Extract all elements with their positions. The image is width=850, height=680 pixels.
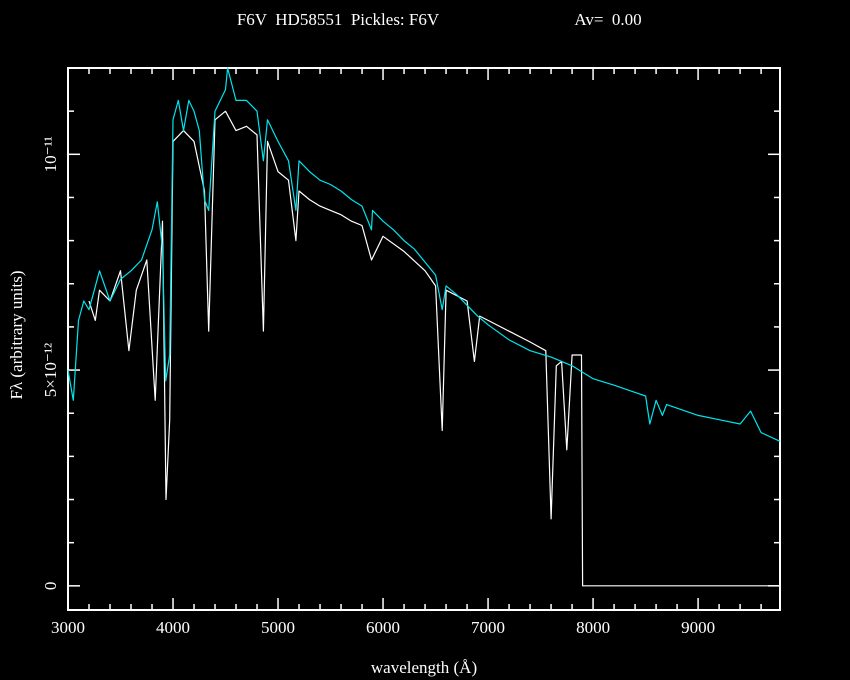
x-axis-label: wavelength (Å)	[371, 658, 477, 677]
x-tick-label: 9000	[681, 618, 715, 637]
x-tick-label: 8000	[576, 618, 610, 637]
spectrum-line	[88, 110, 780, 587]
x-tick-label: 6000	[366, 618, 400, 637]
annotation: Av= 0.00	[574, 10, 641, 29]
y-tick-label: 5×10⁻¹²	[41, 343, 60, 397]
plot-frame	[67, 67, 781, 611]
x-tick-label: 3000	[51, 618, 85, 637]
y-tick-label: 10⁻¹¹	[41, 136, 60, 172]
x-tick-label: 7000	[471, 618, 505, 637]
y-tick-label: 0	[41, 582, 60, 591]
y-axis-label: Fλ (arbitrary units)	[7, 270, 26, 399]
x-tick-label: 4000	[156, 618, 190, 637]
spectrum-line	[67, 67, 781, 442]
x-tick-label: 5000	[261, 618, 295, 637]
chart-title: F6V HD58551 Pickles: F6V	[237, 10, 440, 29]
